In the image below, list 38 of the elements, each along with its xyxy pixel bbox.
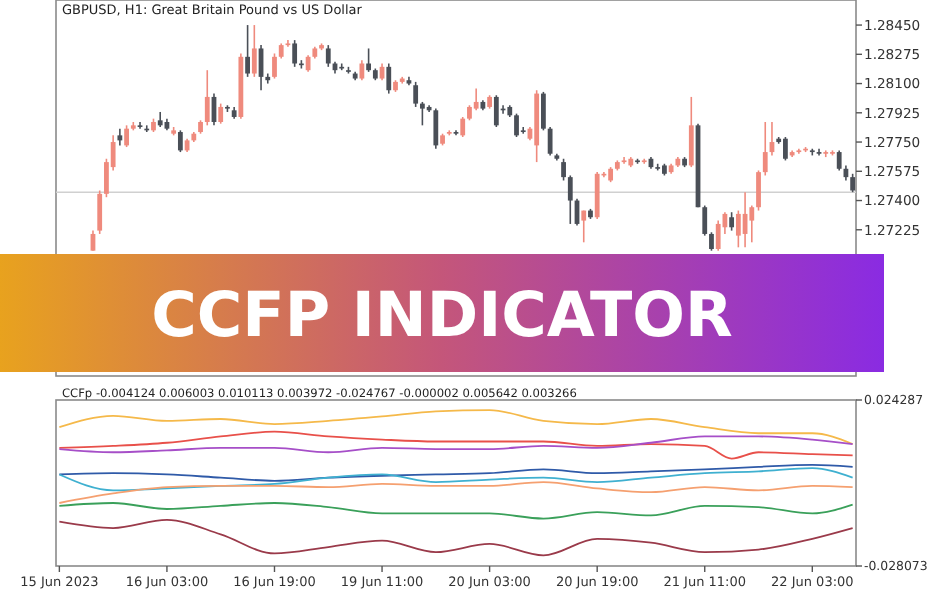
candlestick	[594, 171, 600, 220]
candlestick	[493, 94, 499, 128]
annotation: CCFP INDICATOR	[151, 280, 733, 352]
candlestick	[177, 129, 183, 153]
candlestick	[581, 209, 587, 244]
candlestick	[386, 62, 392, 95]
line-series	[58, 502, 854, 520]
line-series	[58, 430, 854, 460]
candlestick	[514, 112, 519, 138]
candlestick	[204, 69, 210, 127]
candlestick	[359, 59, 365, 82]
line-series	[58, 409, 854, 445]
line-series	[58, 481, 854, 504]
candlestick	[137, 121, 143, 130]
line-series	[58, 464, 854, 482]
candlestick	[688, 96, 694, 168]
candlestick	[124, 124, 129, 148]
candlestick	[251, 24, 257, 78]
candlestick	[621, 156, 627, 165]
candlestick	[783, 136, 788, 162]
line-series	[58, 467, 854, 492]
candlestick	[715, 219, 721, 252]
candlestick	[245, 24, 250, 78]
candlestick	[292, 39, 298, 68]
candlestick	[419, 101, 425, 127]
candlestick	[97, 189, 103, 235]
candlestick	[413, 81, 419, 108]
candlestick	[433, 107, 439, 150]
candlestick	[325, 44, 331, 68]
candlestick	[218, 102, 224, 125]
candlestick	[366, 47, 372, 73]
line-series	[58, 518, 854, 557]
candlestick	[850, 173, 856, 193]
line-series	[58, 435, 854, 454]
candlestick	[836, 149, 842, 172]
candlestick	[473, 87, 479, 112]
candlestick	[729, 211, 735, 232]
candlestick	[823, 149, 829, 158]
